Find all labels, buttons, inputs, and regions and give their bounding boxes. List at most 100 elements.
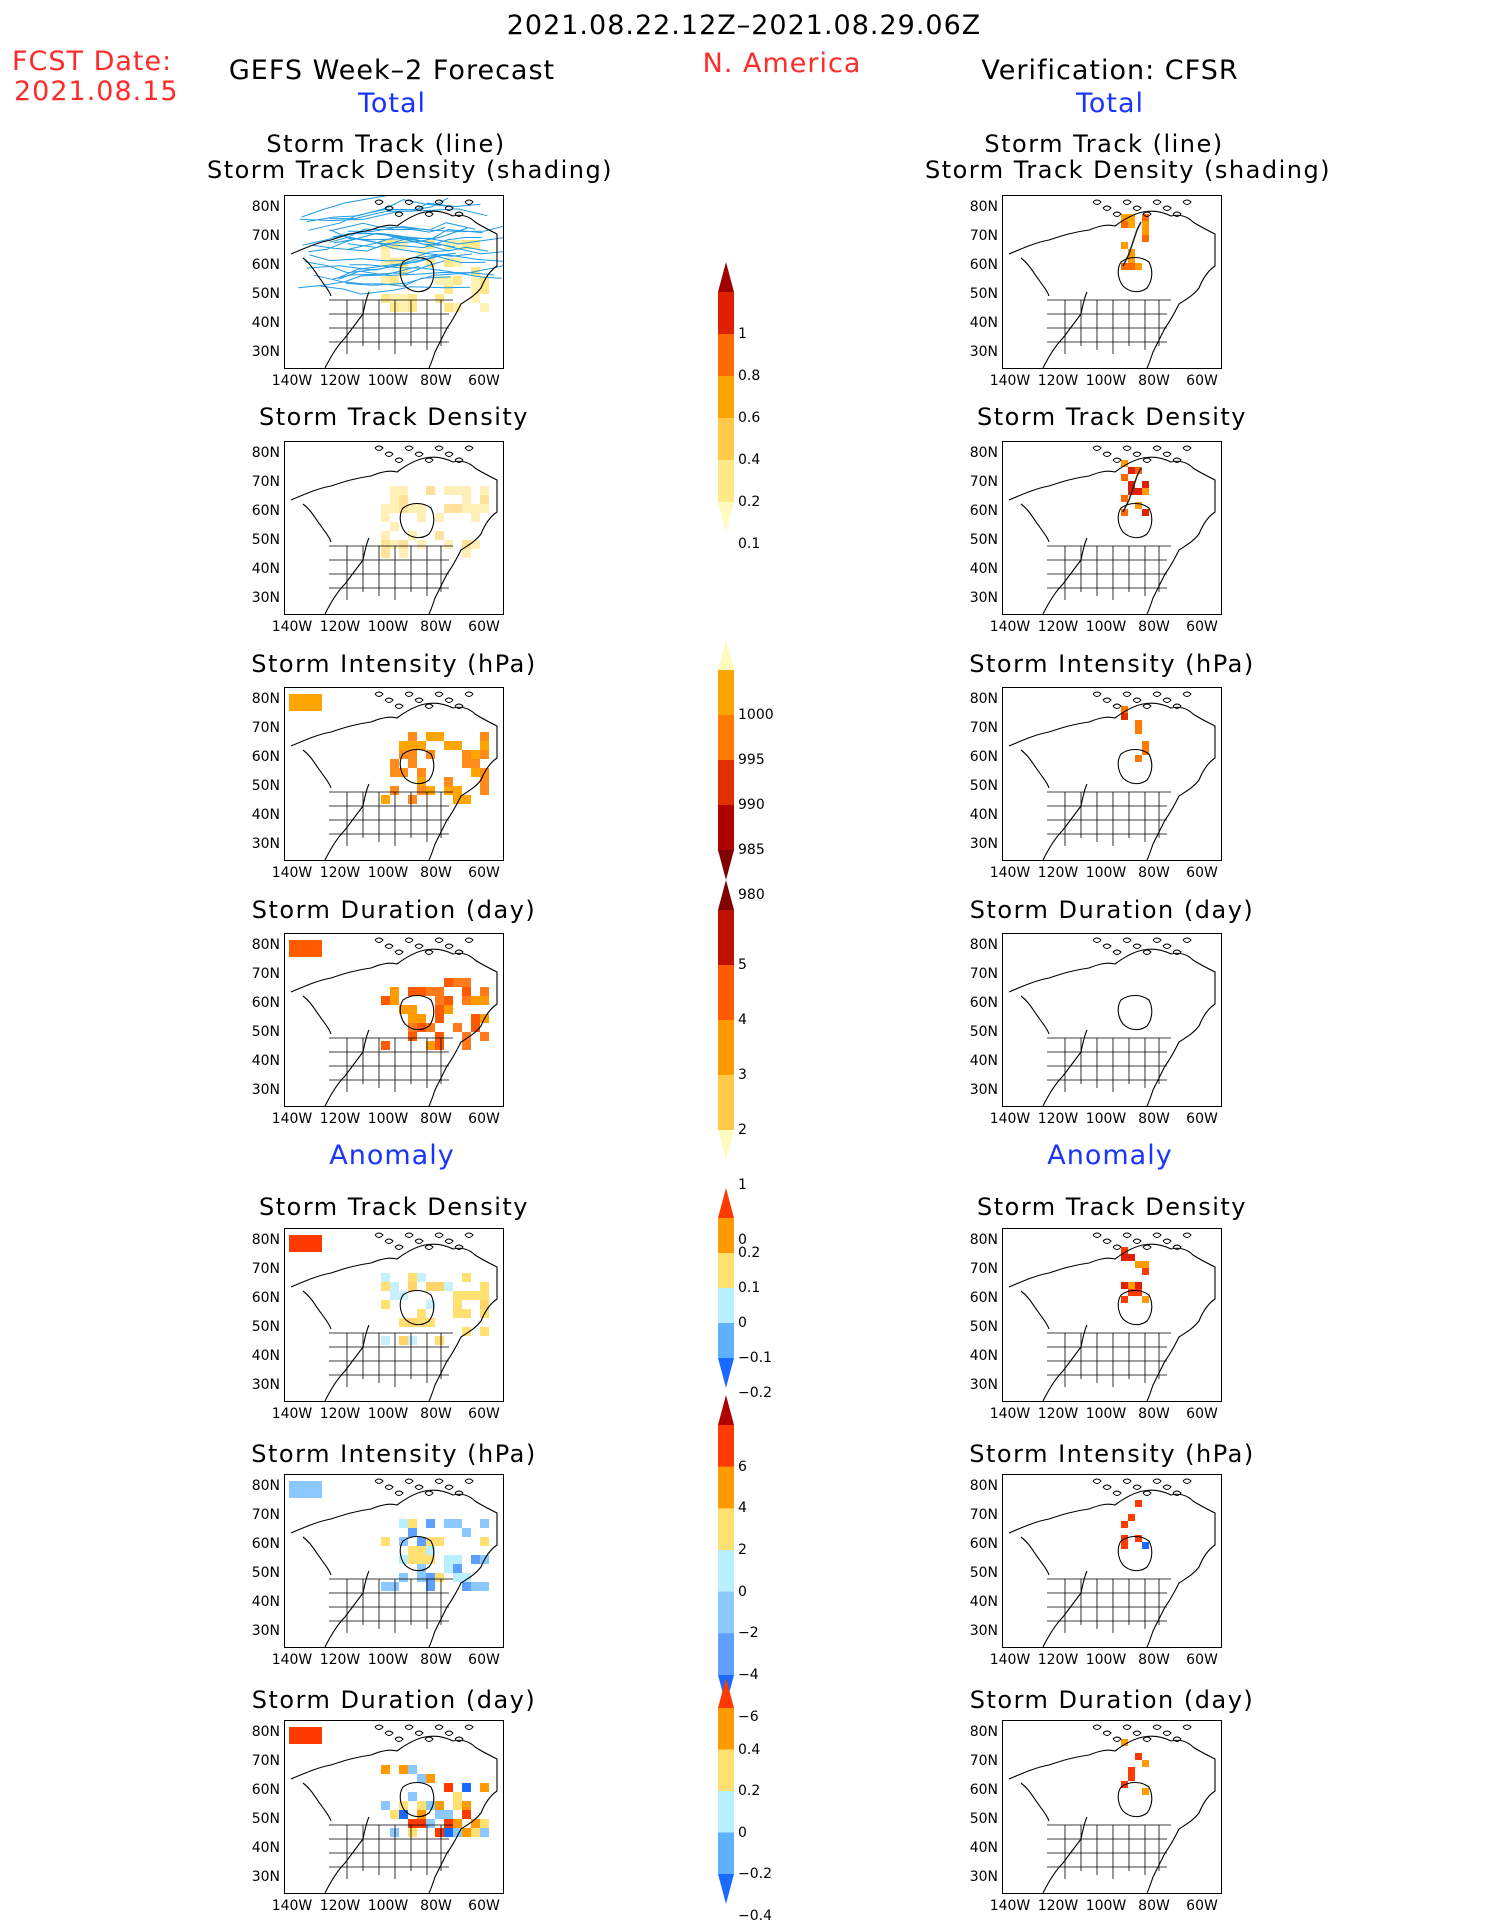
arctic-island (1162, 205, 1172, 211)
shading-cell (289, 1243, 298, 1252)
shading-cell (462, 540, 471, 549)
map-svg (1008, 691, 1216, 860)
shading-cell (462, 549, 471, 558)
shading-cell (480, 495, 489, 504)
shading-cell (453, 276, 462, 285)
lat-tick-label: 50N (251, 778, 280, 794)
arctic-island (1142, 1490, 1152, 1496)
coastline (290, 948, 498, 1106)
map-svg (289, 1232, 498, 1401)
state-borders (329, 299, 453, 354)
arctic-island (434, 199, 444, 205)
shading-cell (444, 1783, 453, 1792)
lat-tick-label: 70N (969, 966, 998, 982)
shading-cell (453, 786, 462, 795)
shading-cell (435, 732, 444, 741)
lat-tick-label: 60N (251, 257, 280, 273)
arctic-island (394, 949, 404, 955)
shading-cell (435, 1801, 444, 1810)
arctic-island (1092, 1232, 1102, 1238)
storm-track-line (308, 197, 449, 231)
shading-cell (462, 240, 471, 249)
shading-cell (390, 504, 399, 513)
shading-cell (444, 504, 453, 513)
shading-cell (1142, 481, 1149, 488)
arctic-island (1112, 457, 1122, 463)
shading-cell (381, 1582, 390, 1591)
colorbar-arrow-top (718, 880, 734, 910)
shading-cell (1121, 263, 1128, 270)
lat-tick-label: 60N (969, 749, 998, 765)
shading-cell (462, 1582, 471, 1591)
arctic-island (424, 211, 434, 217)
state-borders (329, 1824, 453, 1879)
shading-cell (399, 1573, 408, 1582)
shading-cell (381, 1336, 390, 1345)
shading-cell (453, 258, 462, 267)
lon-tick-label: 60W (468, 1406, 500, 1422)
shading-cell (453, 795, 462, 804)
shading-cell (408, 741, 417, 750)
shading-cell (313, 1727, 322, 1736)
colorbar-tick-label: 0 (738, 1232, 747, 1248)
lat-tick-label: 60N (251, 1782, 280, 1798)
arctic-island (424, 949, 434, 955)
shading-cell (1121, 1542, 1128, 1549)
shading-cell (1121, 474, 1128, 481)
colorbar-segment (718, 760, 734, 806)
shading-cell (471, 768, 480, 777)
state-borders (1047, 791, 1171, 846)
lon-tick-label: 120W (319, 1898, 361, 1914)
arctic-island (1122, 199, 1132, 205)
shading-cell (435, 513, 444, 522)
arctic-island (1102, 451, 1112, 457)
state-borders (1047, 545, 1171, 600)
shading-cell (480, 777, 489, 786)
shading-cell (313, 1235, 322, 1244)
shading-cell (435, 1810, 444, 1819)
shading-cell (426, 786, 435, 795)
arctic-island (424, 703, 434, 709)
shading-cell (1128, 263, 1135, 270)
storm-track-line (312, 227, 468, 252)
title-density-left: Storm Track Density (259, 403, 529, 431)
lat-tick-label: 40N (251, 561, 280, 577)
shading-cell (1121, 706, 1128, 713)
shading-cell (462, 987, 471, 996)
storm-track-line (329, 229, 473, 257)
shading-cell (1142, 1760, 1149, 1767)
map-panel-track-right (1002, 195, 1222, 369)
lat-tick-label: 70N (251, 966, 280, 982)
lat-tick-label: 70N (251, 1507, 280, 1523)
lat-tick-label: 40N (969, 315, 998, 331)
colorbar-density_total (718, 262, 734, 532)
shading-cell (390, 240, 399, 249)
shading-cell (408, 294, 417, 303)
colorbar-segment (718, 1749, 734, 1792)
shading-cell (399, 1318, 408, 1327)
lon-tick-label: 120W (319, 1652, 361, 1668)
arctic-island (1152, 199, 1162, 205)
colorbar-tick-label: 990 (738, 797, 765, 813)
lat-tick-label: 50N (251, 1565, 280, 1581)
lat-tick-label: 40N (969, 1840, 998, 1856)
arctic-island (464, 199, 474, 205)
coastline (1117, 502, 1153, 539)
shading-cell (1142, 509, 1149, 516)
colorbar-arrow-bottom (718, 502, 734, 532)
shading-cell (1128, 467, 1135, 474)
lon-tick-label: 80W (420, 1652, 452, 1668)
shading-cell (444, 978, 453, 987)
lon-tick-label: 80W (1138, 619, 1170, 635)
shading-cell (453, 741, 462, 750)
arctic-island (454, 211, 464, 217)
arctic-island (1112, 1244, 1122, 1250)
shading-cell (297, 1735, 306, 1744)
storm-track-line (1122, 467, 1142, 513)
arctic-island (1132, 1484, 1142, 1490)
shading-cell (390, 1828, 399, 1837)
arctic-island (1162, 451, 1172, 457)
shading-cell (1135, 1282, 1142, 1289)
shading-cell (1135, 1289, 1142, 1296)
shading-cell (381, 795, 390, 804)
